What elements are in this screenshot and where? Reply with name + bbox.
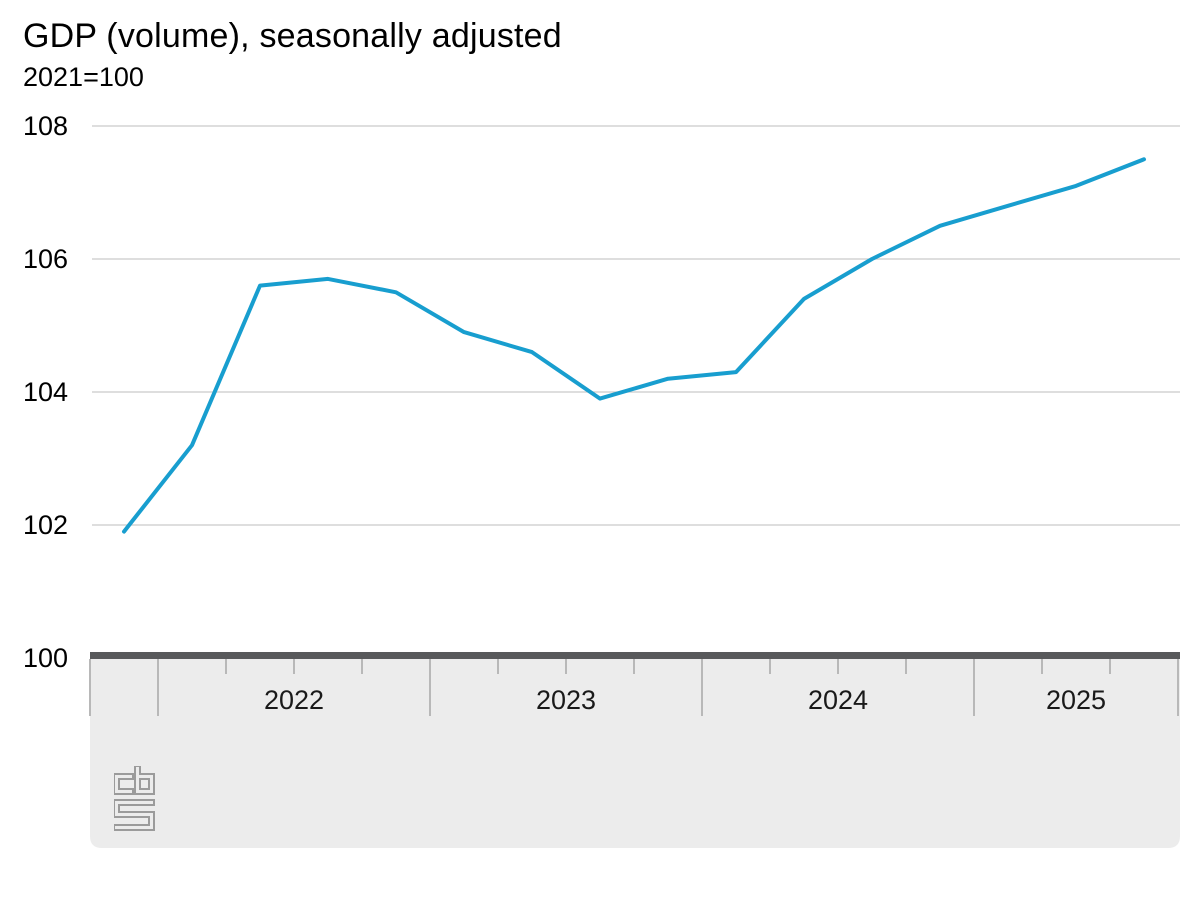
x-axis-bar (90, 652, 1180, 659)
cbs-logo-c (114, 773, 134, 795)
x-axis-label-2023: 2023 (535, 685, 597, 715)
y-axis-label-100: 100 (22, 643, 68, 673)
chart-subtitle: 2021=100 (23, 62, 144, 92)
y-axis-label-102: 102 (22, 510, 68, 540)
x-axis-label-2022: 2022 (263, 685, 325, 715)
gridlines (92, 125, 1180, 526)
y-axis-label-106: 106 (22, 244, 68, 274)
chart-title: GDP (volume), seasonally adjusted (23, 17, 562, 55)
cbs-logo-s (114, 799, 155, 831)
x-axis-label-2025: 2025 (1045, 685, 1107, 715)
cbs-logo (114, 766, 155, 831)
cbs-logo-b (134, 766, 155, 795)
x-axis-label-2024: 2024 (807, 685, 869, 715)
y-axis-label-108: 108 (22, 111, 68, 141)
y-axis-label-104: 104 (22, 377, 68, 407)
gdp-line (122, 157, 1146, 534)
x-axis-panel (90, 659, 1180, 848)
x-axis-ticks (89, 659, 1179, 716)
